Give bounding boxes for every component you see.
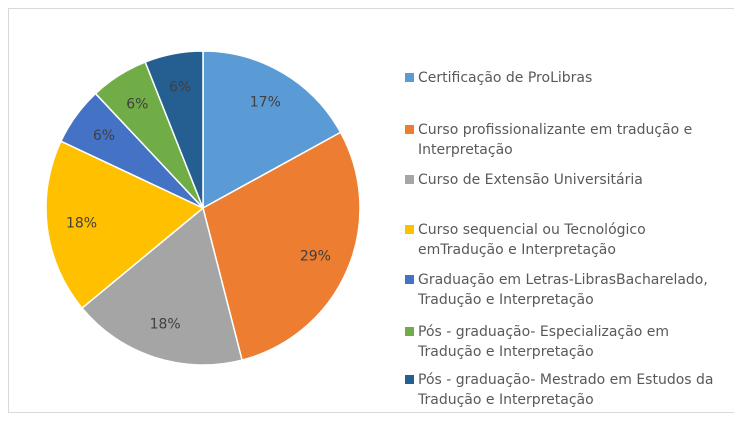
pie-slice (144, 50, 204, 209)
data-label: 29% (300, 249, 331, 265)
data-label: 6% (169, 80, 191, 96)
pie-slice (80, 206, 243, 366)
legend-swatch (405, 327, 414, 336)
legend-swatch (405, 125, 414, 134)
legend-item: Graduação em Letras-LibrasBacharelado, T… (403, 270, 733, 310)
legend-swatch (405, 375, 414, 384)
legend-item: Certificação de ProLibras (403, 68, 733, 88)
pie-slice (202, 131, 361, 361)
legend-label: Certificação de ProLibras (418, 70, 593, 86)
pie-slice (45, 140, 205, 310)
legend-swatch (405, 73, 414, 82)
legend-label: Pós - graduação- Especialização em Tradu… (418, 324, 669, 360)
legend-label: Graduação em Letras-LibrasBacharelado, T… (418, 272, 708, 308)
legend-item: Curso de Extensão Universitária (403, 170, 733, 190)
legend-label: Curso de Extensão Universitária (418, 172, 643, 188)
legend-label: Pós - graduação- Mestrado em Estudos da … (418, 372, 714, 408)
legend-label: Curso profissionalizante em tradução e I… (418, 122, 693, 158)
legend-item: Curso profissionalizante em tradução e I… (403, 120, 733, 160)
legend-label: Curso sequencial ou Tecnológico emTraduç… (418, 222, 646, 258)
legend-swatch (405, 275, 414, 284)
legend-swatch (405, 175, 414, 184)
data-label: 18% (150, 316, 181, 332)
data-label: 18% (66, 215, 97, 231)
legend-swatch (405, 225, 414, 234)
pie-slice (202, 50, 342, 210)
legend-item: Curso sequencial ou Tecnológico emTraduç… (403, 220, 733, 260)
data-label: 17% (250, 95, 281, 111)
legend-item: Pós - graduação- Especialização em Tradu… (403, 322, 733, 362)
chart-frame (8, 8, 734, 413)
data-label: 6% (93, 128, 115, 144)
legend-item: Pós - graduação- Mestrado em Estudos da … (403, 370, 733, 410)
data-label: 6% (126, 97, 148, 113)
